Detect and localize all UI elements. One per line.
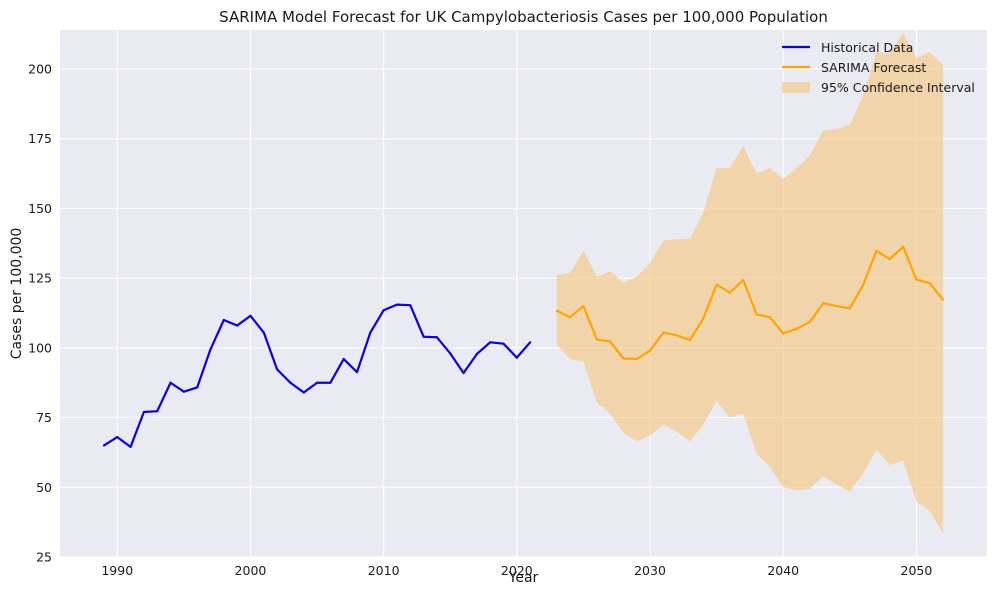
historical-point xyxy=(369,331,372,334)
historical-point xyxy=(289,381,292,384)
legend-forecast-label: SARIMA Forecast xyxy=(821,60,926,75)
y-tick-label: 125 xyxy=(28,271,52,286)
historical-point xyxy=(342,357,345,361)
historical-point xyxy=(209,348,212,351)
x-tick-label: 1990 xyxy=(101,563,133,578)
historical-point xyxy=(529,341,532,344)
legend-ci-label: 95% Confidence Interval xyxy=(821,80,975,95)
forecast-point xyxy=(808,320,811,324)
historical-point xyxy=(449,352,452,355)
forecast-point xyxy=(768,316,772,319)
y-tick-label: 200 xyxy=(28,62,52,77)
y-tick-label: 150 xyxy=(28,201,52,216)
forecast-point xyxy=(835,304,838,308)
historical-point xyxy=(422,335,425,338)
forecast-point xyxy=(755,313,758,316)
forecast-point xyxy=(702,317,705,320)
chart-title: SARIMA Model Forecast for UK Campylobact… xyxy=(219,8,828,26)
sarima-forecast-line xyxy=(556,245,944,361)
forecast-point xyxy=(742,279,745,282)
x-tick-label: 2050 xyxy=(901,563,933,578)
historical-point xyxy=(236,324,239,327)
historical-point xyxy=(489,341,492,344)
historical-point xyxy=(129,445,132,448)
historical-point xyxy=(382,309,385,312)
x-tick-label: 2030 xyxy=(634,563,666,578)
x-tick-label: 2020 xyxy=(501,563,533,578)
historical-point xyxy=(355,371,359,374)
historical-point xyxy=(502,342,505,345)
historical-point xyxy=(395,303,399,306)
historical-point xyxy=(302,391,305,394)
historical-point xyxy=(275,368,279,371)
historical-point xyxy=(116,436,119,439)
y-tick-label: 75 xyxy=(36,410,52,425)
legend: Historical Data SARIMA Forecast 95% Conf… xyxy=(782,40,975,95)
historical-point xyxy=(462,371,465,375)
y-tick-label: 50 xyxy=(36,480,52,495)
historical-point xyxy=(515,356,518,359)
historical-point xyxy=(142,410,146,414)
forecast-point xyxy=(728,291,732,294)
forecast-point xyxy=(675,334,678,337)
forecast-point xyxy=(582,304,585,308)
historical-point xyxy=(182,390,185,393)
historical-point xyxy=(329,381,332,384)
legend-historical-label: Historical Data xyxy=(821,40,913,55)
forecast-point xyxy=(662,331,665,334)
forecast-point xyxy=(862,284,865,287)
legend-ci-swatch xyxy=(782,82,810,93)
historical-point xyxy=(262,331,265,334)
forecast-point xyxy=(782,332,785,335)
historical-point xyxy=(249,314,252,317)
forecast-point xyxy=(915,278,918,281)
forecast-point xyxy=(848,307,851,310)
historical-point xyxy=(222,318,225,322)
historical-point xyxy=(169,381,172,384)
forecast-point xyxy=(648,349,652,352)
forecast-point xyxy=(875,249,878,252)
forecast-point xyxy=(888,258,891,261)
forecast-point xyxy=(555,309,558,312)
forecast-point xyxy=(622,357,625,360)
x-axis-label: Year xyxy=(508,570,539,586)
historical-point xyxy=(196,386,199,389)
forecast-point xyxy=(795,327,798,331)
y-axis-ticks: 25 50 75 100 125 150 175 200 xyxy=(28,62,52,565)
confidence-interval-band xyxy=(556,32,944,534)
forecast-point xyxy=(928,282,931,285)
forecast-point xyxy=(688,338,692,342)
forecast-point xyxy=(822,302,825,305)
forecast-point xyxy=(901,245,905,248)
historical-point xyxy=(475,352,478,356)
data-points xyxy=(102,245,945,448)
x-axis-ticks: 1990 2000 2010 2020 2030 2040 2050 xyxy=(101,563,932,578)
forecast-point xyxy=(715,283,718,286)
historical-point xyxy=(315,381,319,384)
forecast-point xyxy=(595,338,598,341)
historical-point xyxy=(435,336,439,339)
forecast-point xyxy=(608,340,612,343)
x-tick-label: 2010 xyxy=(368,563,400,578)
historical-point xyxy=(156,410,159,413)
historical-point xyxy=(102,444,106,447)
y-tick-label: 175 xyxy=(28,131,52,146)
forecast-point xyxy=(635,357,638,361)
y-tick-label: 25 xyxy=(36,550,52,565)
forecast-point xyxy=(569,316,572,319)
y-axis-label: Cases per 100,000 xyxy=(9,228,25,360)
x-tick-label: 2040 xyxy=(767,563,799,578)
forecast-point xyxy=(941,298,945,301)
historical-point xyxy=(409,304,412,307)
y-tick-label: 100 xyxy=(28,340,52,355)
x-tick-label: 2000 xyxy=(235,563,267,578)
